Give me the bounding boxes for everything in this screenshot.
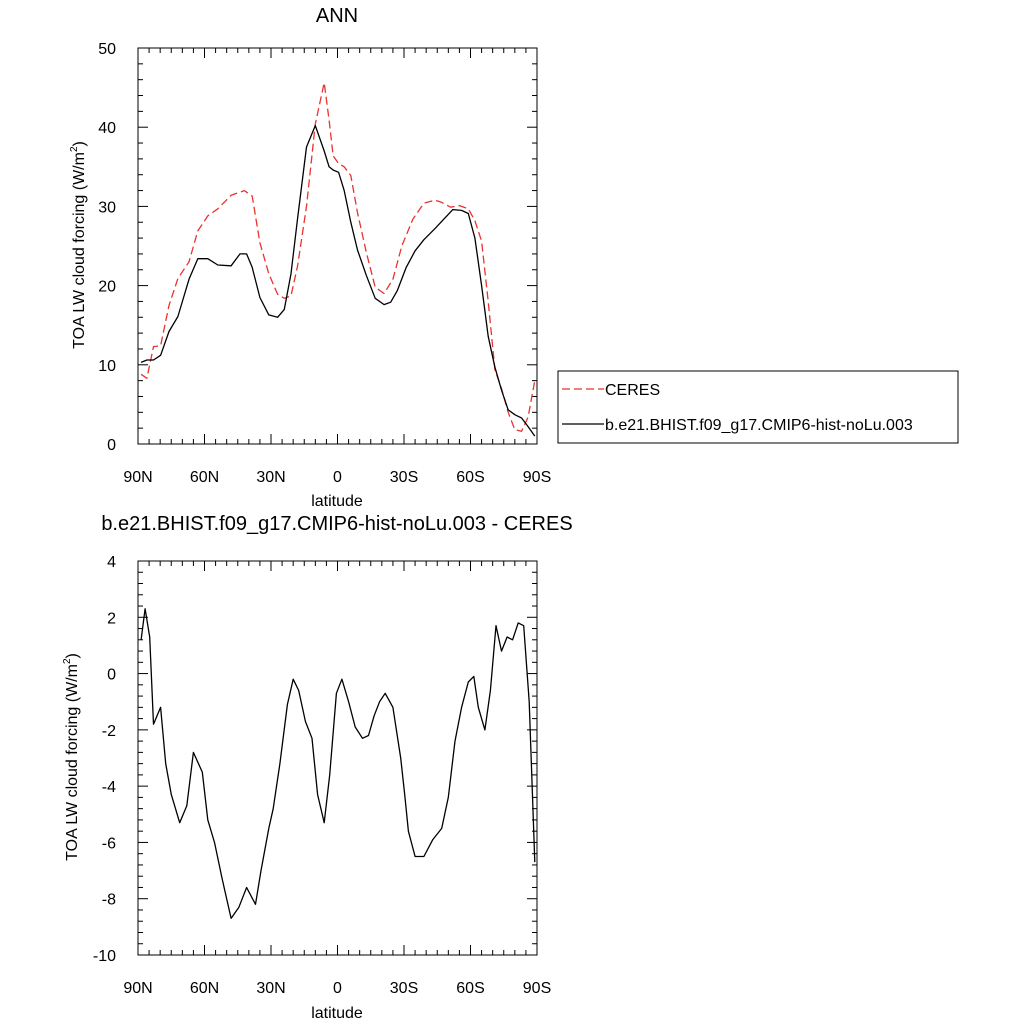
top-y-label-superscript: 2 [69,146,80,152]
bottom-chart-plot-area: 90N 60N 30N 0 30S 60S 90S -10 -8 -6 -4 -2 0 2 4 [93,554,551,997]
bottom-y-tick-label: -2 [102,723,116,740]
top-x-tick-label: 30S [390,469,418,486]
legend-box [557,370,959,444]
top-series-line-1 [140,124,536,437]
top-panel: ANN 90N 60N 30N 0 30S 60S 90S 0 10 20 30 40 50 latit… [69,5,959,510]
legend: CERES b.e21.BHIST.f09_g17.CMIP6-hist-noL… [557,370,959,444]
bottom-x-tick-label: 90N [123,980,152,997]
bottom-x-tick-label: 60N [190,980,219,997]
bottom-x-tick-label: 0 [333,980,342,997]
top-y-tick-label: 0 [107,437,116,454]
top-y-tick-label: 50 [98,41,116,58]
top-x-tick-label: 30N [256,469,285,486]
top-x-tick-label: 0 [333,469,342,486]
bottom-panel: b.e21.BHIST.f09_g17.CMIP6-hist-noLu.003 … [62,513,573,1022]
top-plot-frame [137,47,538,445]
top-y-tick-label: 30 [98,199,116,216]
bottom-y-tick-label: -10 [93,948,116,965]
top-x-tick-label: 90N [123,469,152,486]
legend-label-ceres: CERES [605,382,660,399]
bottom-y-tick-label: -6 [102,835,116,852]
top-series-line-0 [140,82,536,432]
bottom-plot-frame [137,560,538,956]
bottom-y-tick-label: -4 [102,779,116,796]
bottom-chart-title: b.e21.BHIST.f09_g17.CMIP6-hist-noLu.003 … [101,513,572,535]
top-chart-title: ANN [316,5,358,27]
bottom-y-tick-label: -8 [102,892,116,909]
top-x-tick-label: 90S [523,469,551,486]
top-chart-y-axis-label: TOA LW cloud forcing (W/m2) [69,141,88,349]
bottom-x-tick-label: 30N [256,980,285,997]
top-y-label-suffix: ) [71,141,88,146]
top-y-tick-label: 20 [98,279,116,296]
bottom-chart-y-axis-label: TOA LW cloud forcing (W/m2) [62,653,81,861]
bottom-y-label-superscript: 2 [62,658,73,664]
bottom-y-label-main: TOA LW cloud forcing (W/m [64,664,81,861]
bottom-series-line-0 [140,608,536,920]
top-x-tick-label: 60N [190,469,219,486]
bottom-y-label-suffix: ) [64,653,81,658]
top-y-tick-label: 10 [98,358,116,375]
legend-label-model: b.e21.BHIST.f09_g17.CMIP6-hist-noLu.003 [605,417,913,434]
top-chart-plot-area: 90N 60N 30N 0 30S 60S 90S 0 10 20 30 40 50 [98,41,551,486]
top-y-label-main: TOA LW cloud forcing (W/m [71,152,88,349]
bottom-x-tick-label: 60S [456,980,484,997]
bottom-y-tick-label: 2 [107,610,116,627]
top-y-tick-label: 40 [98,120,116,137]
top-x-tick-label: 60S [456,469,484,486]
top-chart-x-axis-label: latitude [311,493,363,510]
bottom-x-tick-label: 90S [523,980,551,997]
bottom-y-tick-label: 4 [107,554,116,571]
bottom-x-tick-label: 30S [390,980,418,997]
bottom-y-tick-label: 0 [107,667,116,684]
bottom-chart-x-axis-label: latitude [311,1005,363,1022]
